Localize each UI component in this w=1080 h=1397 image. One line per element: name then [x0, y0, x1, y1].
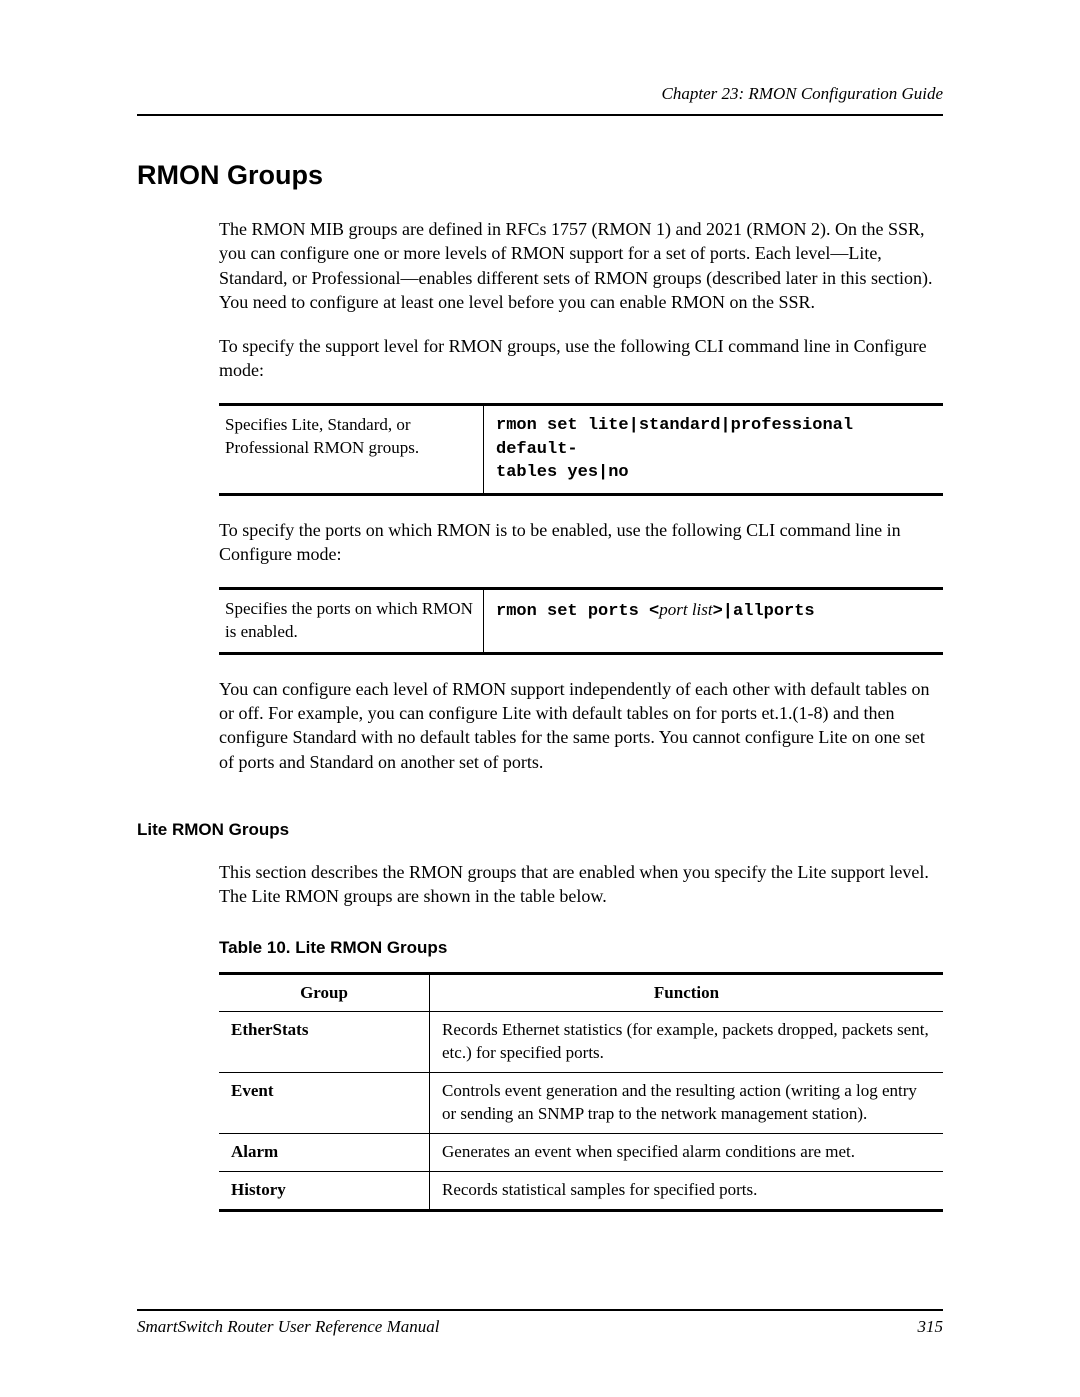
cmd-code: rmon set ports <port list>|allports [484, 588, 944, 653]
code-post: >|allports [713, 602, 815, 621]
subsection-body: This section describes the RMON groups t… [219, 860, 943, 1212]
header-rule [137, 114, 943, 116]
chapter-header: Chapter 23: RMON Configuration Guide [137, 84, 943, 104]
table-row: EtherStats Records Ethernet statistics (… [219, 1012, 943, 1073]
footer-page-number: 315 [918, 1317, 944, 1337]
cmd-code: rmon set lite|standard|professional defa… [484, 404, 944, 494]
cmd-desc: Specifies the ports on which RMON is ena… [219, 588, 484, 653]
paragraph: You can configure each level of RMON sup… [219, 677, 943, 774]
page-footer: SmartSwitch Router User Reference Manual… [137, 1309, 943, 1337]
section-title: RMON Groups [137, 160, 943, 191]
code-param: port list [659, 600, 712, 619]
col-header-group: Group [219, 974, 430, 1012]
cell-function: Controls event generation and the result… [430, 1073, 944, 1134]
cell-function: Generates an event when specified alarm … [430, 1134, 944, 1172]
paragraph: This section describes the RMON groups t… [219, 860, 943, 909]
cell-group: Event [219, 1073, 430, 1134]
footer-doc-title: SmartSwitch Router User Reference Manual [137, 1317, 439, 1337]
cell-group: Alarm [219, 1134, 430, 1172]
paragraph: The RMON MIB groups are defined in RFCs … [219, 217, 943, 314]
col-header-function: Function [430, 974, 944, 1012]
command-table-2: Specifies the ports on which RMON is ena… [219, 587, 943, 655]
table-row: Event Controls event generation and the … [219, 1073, 943, 1134]
cell-function: Records Ethernet statistics (for example… [430, 1012, 944, 1073]
lite-rmon-groups-table: Group Function EtherStats Records Ethern… [219, 972, 943, 1212]
cell-function: Records statistical samples for specifie… [430, 1172, 944, 1211]
paragraph: To specify the support level for RMON gr… [219, 334, 943, 383]
table-row: History Records statistical samples for … [219, 1172, 943, 1211]
cell-group: History [219, 1172, 430, 1211]
page: Chapter 23: RMON Configuration Guide RMO… [0, 0, 1080, 1397]
table-caption: Table 10. Lite RMON Groups [219, 938, 943, 958]
command-table-1: Specifies Lite, Standard, or Professiona… [219, 403, 943, 496]
footer-rule [137, 1309, 943, 1311]
section-body: The RMON MIB groups are defined in RFCs … [219, 217, 943, 774]
subsection-title: Lite RMON Groups [137, 820, 943, 840]
cmd-desc: Specifies Lite, Standard, or Professiona… [219, 404, 484, 494]
code-pre: rmon set ports < [496, 602, 659, 621]
cell-group: EtherStats [219, 1012, 430, 1073]
table-row: Alarm Generates an event when specified … [219, 1134, 943, 1172]
paragraph: To specify the ports on which RMON is to… [219, 518, 943, 567]
code-line: tables yes|no [496, 463, 629, 482]
code-line: rmon set lite|standard|professional defa… [496, 416, 853, 459]
